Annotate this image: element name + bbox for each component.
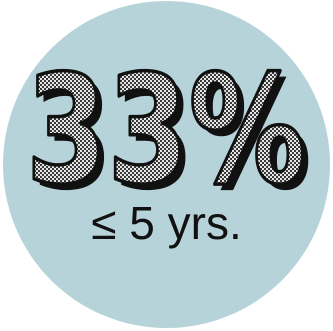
stat-value-shadow: 33% — [32, 50, 312, 224]
stat-caption: ≤ 5 yrs. — [91, 197, 242, 249]
stat-value: 33% — [26, 44, 306, 218]
background-circle — [3, 1, 330, 328]
